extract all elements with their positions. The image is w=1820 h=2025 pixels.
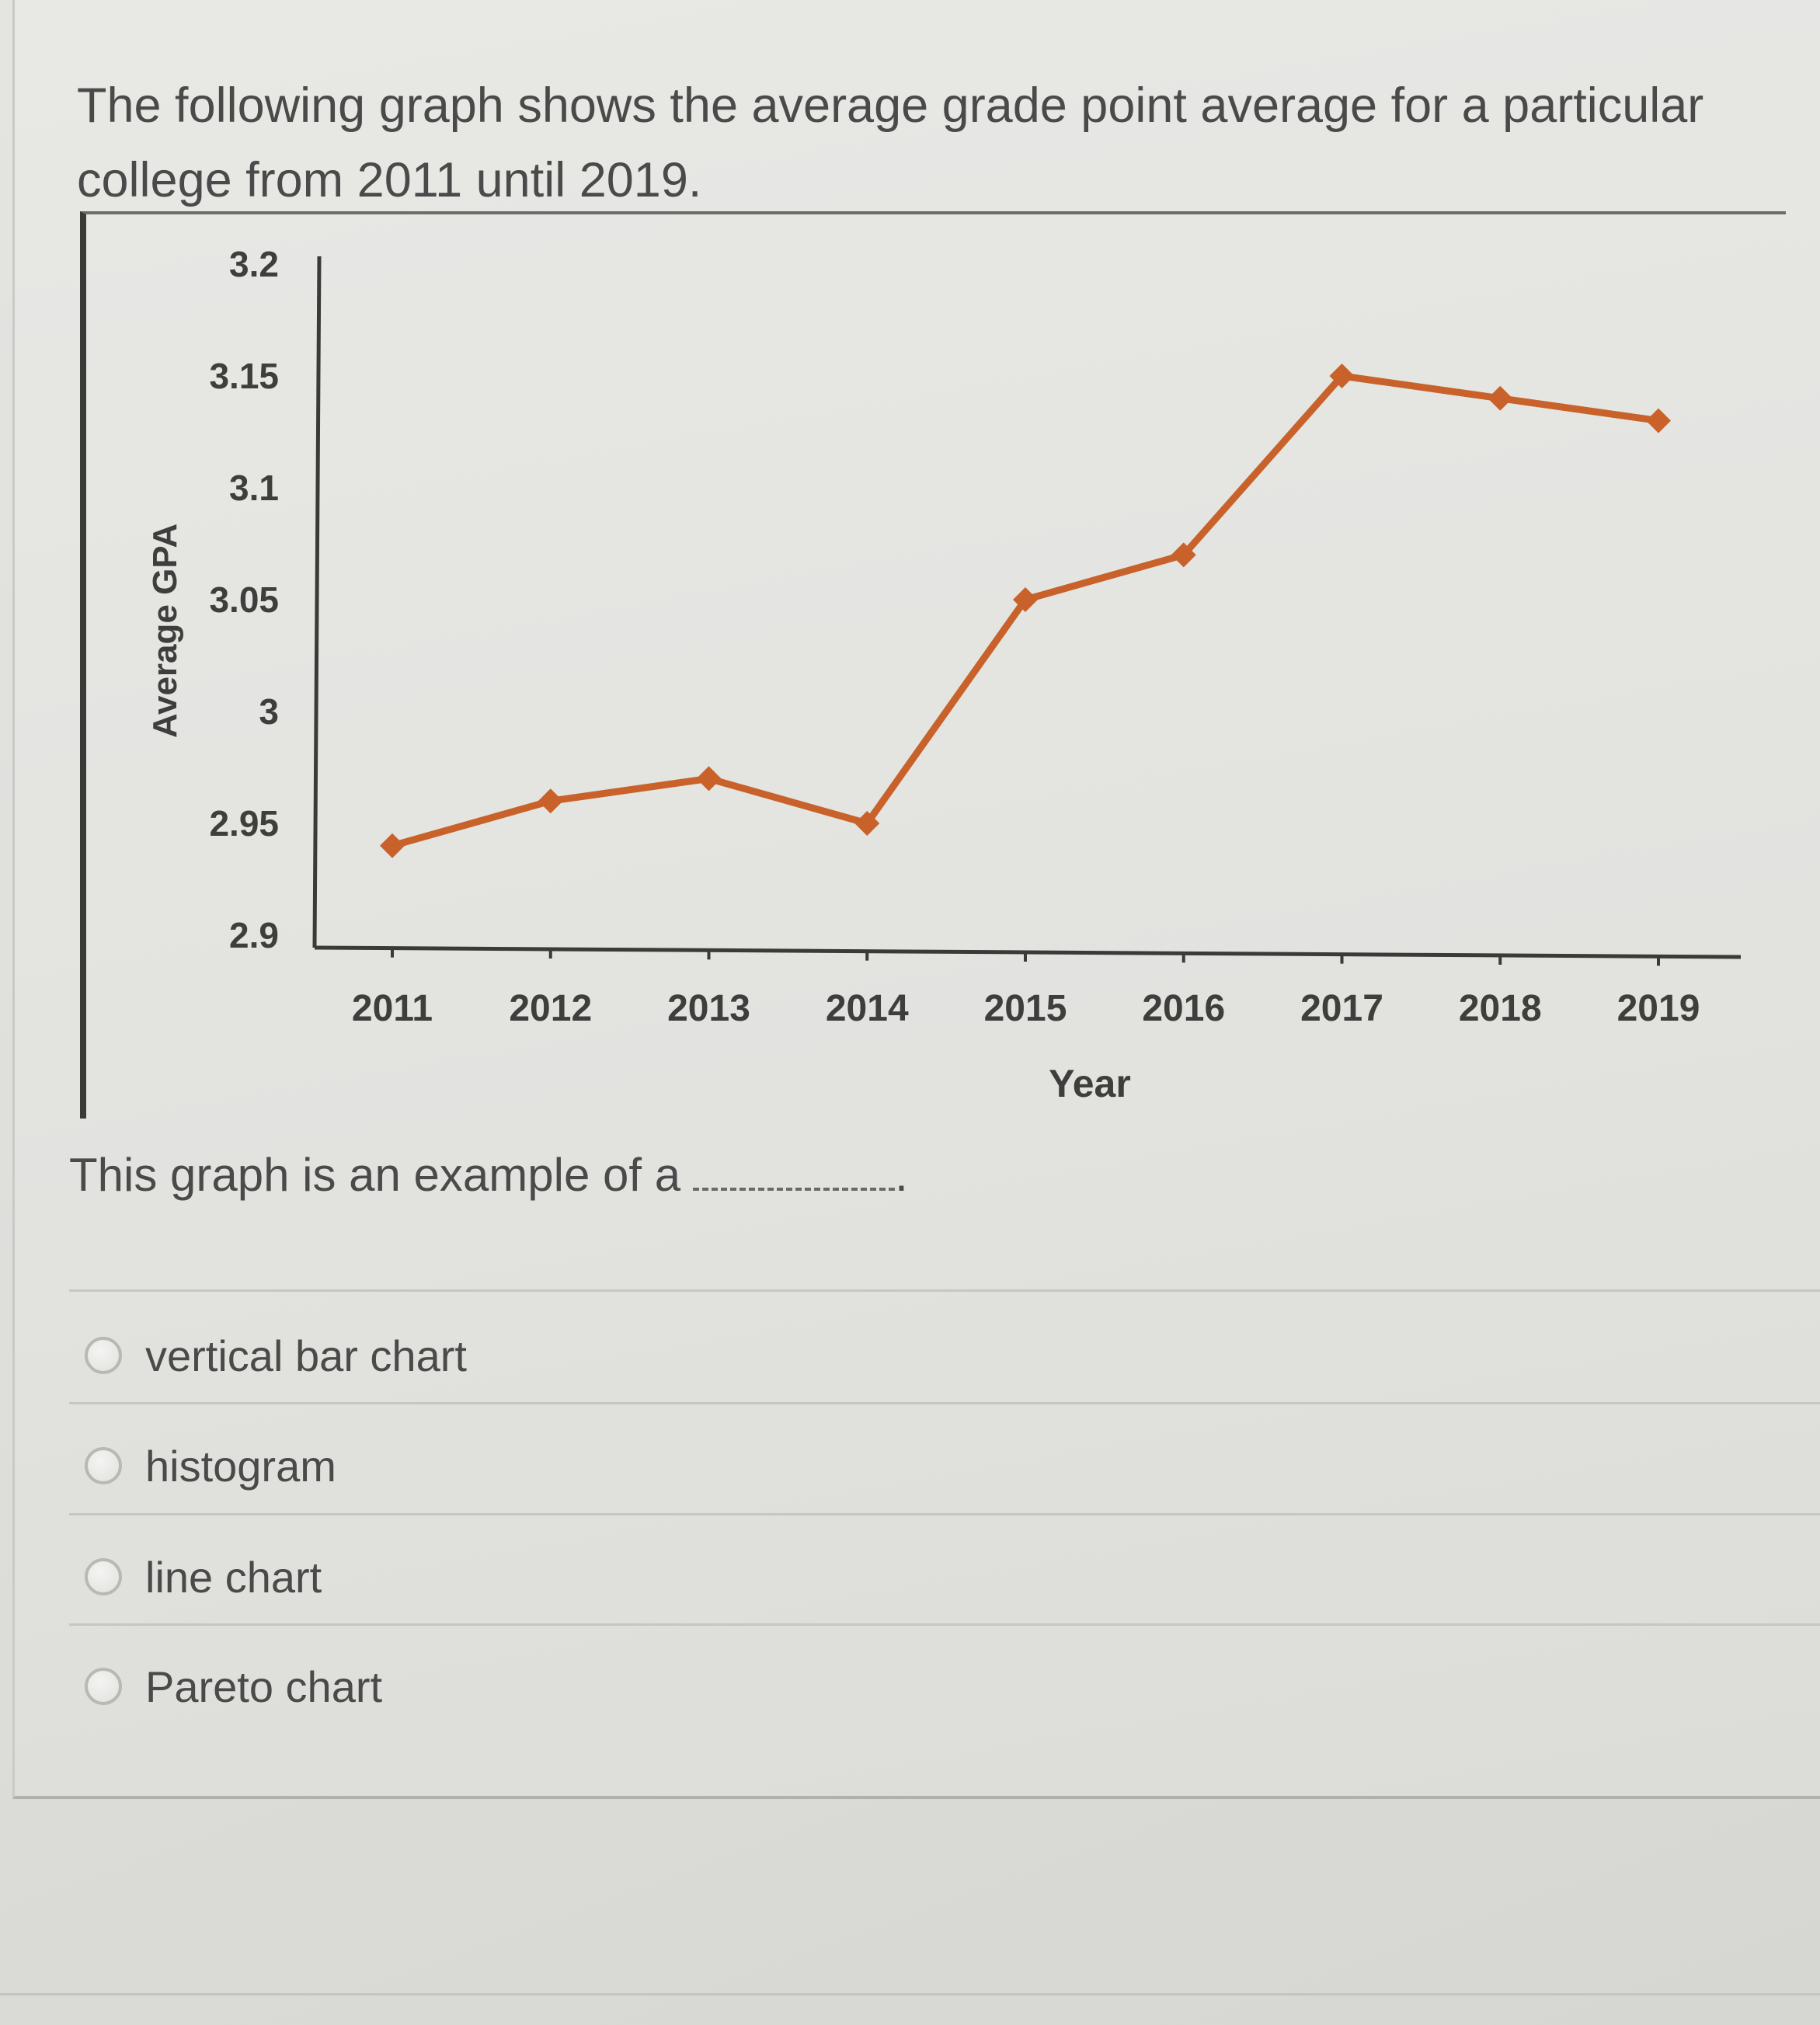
question-card: The following graph shows the average gr…	[12, 0, 1820, 1799]
x-tick-label: 2019	[1617, 988, 1700, 1029]
y-tick-label: 3.2	[229, 244, 279, 284]
y-tick-label: 2.95	[209, 803, 279, 844]
option-label: line chart	[145, 1552, 322, 1602]
separator	[69, 1289, 1820, 1292]
separator	[69, 1623, 1820, 1626]
option-vertical-bar-chart[interactable]: vertical bar chart	[85, 1320, 467, 1390]
prompt-suffix: .	[895, 1149, 908, 1201]
option-label: vertical bar chart	[145, 1331, 467, 1380]
data-point	[1488, 385, 1513, 411]
option-line-chart[interactable]: line chart	[85, 1542, 322, 1612]
x-axis-title: Year	[1049, 1062, 1131, 1105]
data-point	[380, 833, 405, 858]
answer-blank	[693, 1149, 896, 1191]
data-point	[1171, 542, 1196, 568]
chart-container: 2.9 2.95 3 3.05 3.1 3.15 3.2 2011 2012 2013 2014 20…	[80, 211, 1786, 1119]
y-tick-label: 2.9	[229, 915, 279, 955]
x-tick-label: 2013	[667, 988, 750, 1029]
x-tick-label: 2011	[352, 988, 433, 1029]
question-prompt: This graph is an example of a.	[69, 1148, 908, 1202]
x-tick-label: 2018	[1459, 988, 1542, 1029]
radio-icon[interactable]	[85, 1558, 122, 1595]
y-tick-label: 3.05	[209, 579, 279, 620]
line-chart: 2.9 2.95 3 3.05 3.1 3.15 3.2 2011 2012 2013 2014 20…	[146, 244, 1742, 1105]
option-label: Pareto chart	[145, 1661, 383, 1711]
x-tick-label: 2017	[1300, 988, 1383, 1029]
option-pareto-chart[interactable]: Pareto chart	[85, 1651, 382, 1721]
option-label: histogram	[145, 1441, 336, 1491]
data-point	[696, 766, 722, 792]
y-axis-title: Average GPA	[146, 524, 184, 738]
x-tick-label: 2012	[509, 988, 592, 1029]
y-tick-label: 3.1	[229, 468, 279, 508]
bottom-divider	[0, 1993, 1820, 1995]
data-point	[1013, 587, 1038, 612]
data-point	[1329, 364, 1355, 388]
y-tick-label: 3	[259, 691, 279, 732]
x-tick-label: 2015	[984, 988, 1067, 1029]
data-point	[854, 811, 880, 836]
x-axis-line	[314, 945, 1742, 959]
prompt-text: This graph is an example of a	[69, 1149, 681, 1201]
data-point	[1646, 408, 1671, 433]
radio-icon[interactable]	[85, 1447, 122, 1484]
option-histogram[interactable]: histogram	[85, 1431, 336, 1501]
radio-icon[interactable]	[85, 1337, 122, 1374]
x-tick-label: 2016	[1142, 988, 1225, 1029]
y-tick-label: 3.15	[209, 356, 279, 396]
y-axis-line	[312, 256, 322, 948]
question-text: The following graph shows the average gr…	[77, 78, 1704, 207]
x-tick-label: 2014	[826, 988, 909, 1029]
separator	[69, 1513, 1820, 1515]
separator	[69, 1402, 1820, 1404]
radio-icon[interactable]	[85, 1668, 122, 1705]
data-point	[538, 788, 563, 814]
